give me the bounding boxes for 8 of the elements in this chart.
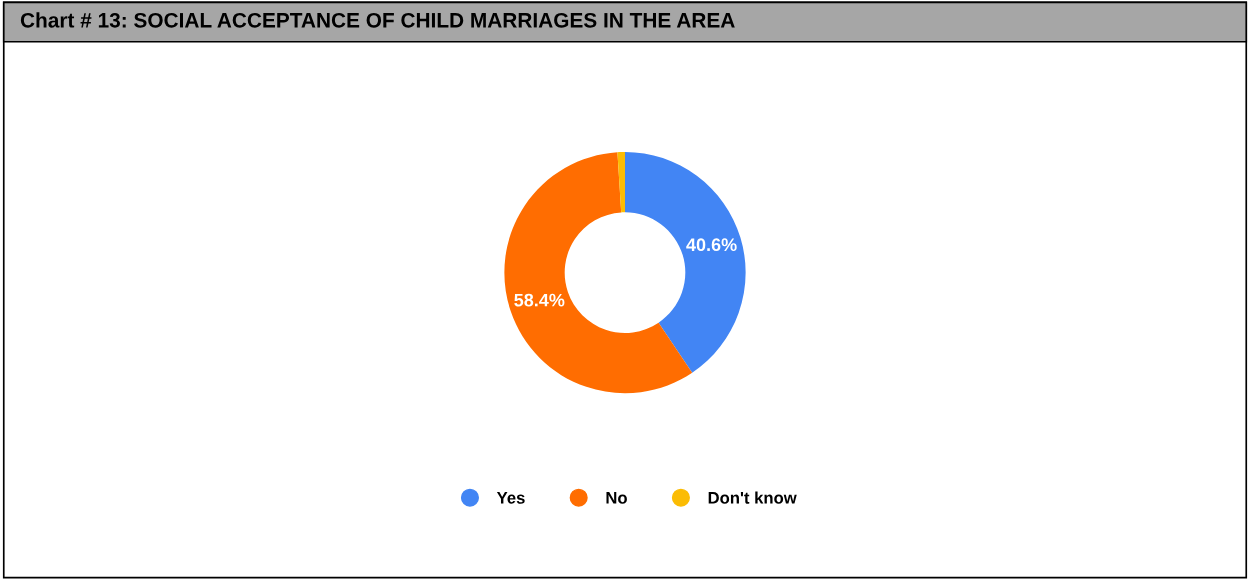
- donut-slice: [617, 151, 625, 213]
- legend-label: Don't know: [708, 491, 797, 504]
- data-label: 40.6%: [686, 238, 737, 252]
- data-label: 58.4%: [514, 293, 565, 307]
- legend-label: Yes: [496, 492, 525, 504]
- chart-title: Chart # 13: SOCIAL ACCEPTANCE OF CHILD MARRIAGES IN THE AREA: [20, 12, 735, 28]
- donut-slice: [625, 151, 746, 373]
- legend-label: No: [606, 492, 627, 504]
